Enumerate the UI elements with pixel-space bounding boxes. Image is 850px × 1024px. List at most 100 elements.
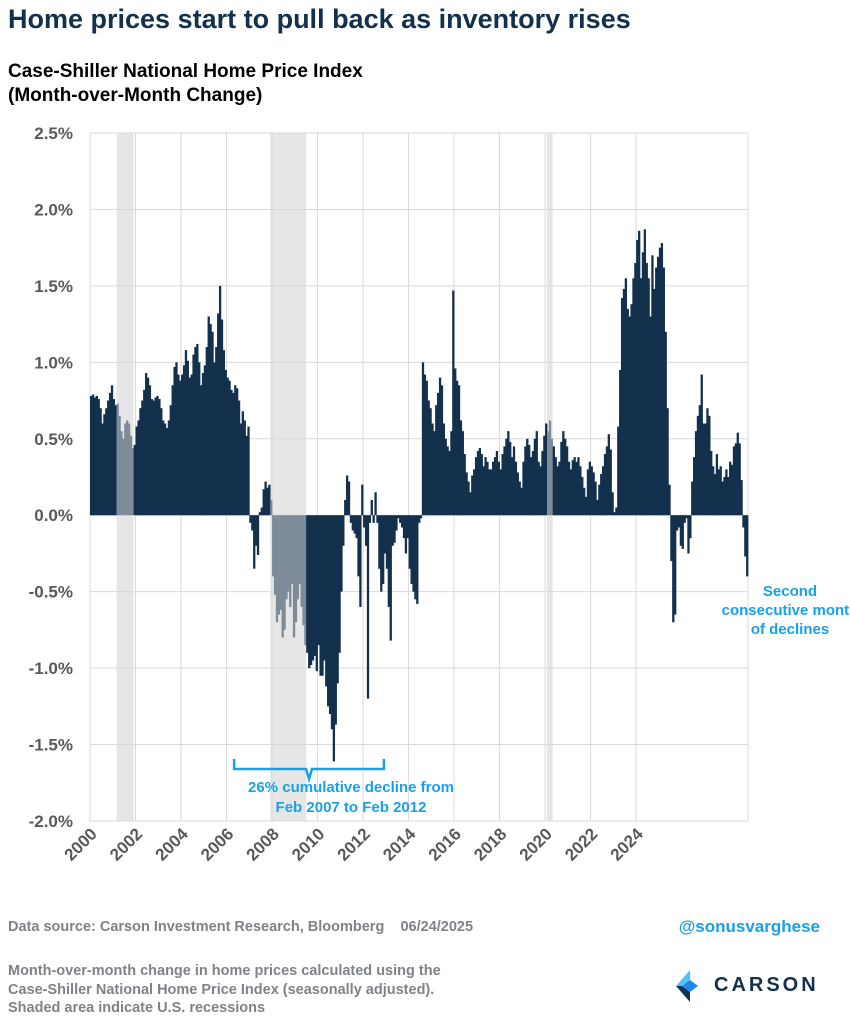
bar — [372, 515, 375, 523]
bar — [385, 515, 389, 569]
bar — [526, 438, 529, 516]
bar — [190, 374, 193, 516]
bar — [742, 515, 745, 528]
bar — [702, 423, 705, 516]
bar — [306, 515, 309, 653]
x-tick-label: 2008 — [243, 824, 283, 864]
bar — [588, 461, 592, 516]
bar — [565, 446, 569, 516]
bar — [99, 408, 102, 516]
bar — [171, 385, 174, 516]
bar — [446, 446, 449, 516]
bar — [186, 360, 190, 516]
bar — [723, 477, 726, 516]
bar — [674, 515, 677, 615]
bar — [507, 431, 510, 516]
bar — [382, 515, 385, 585]
bar — [209, 324, 212, 516]
bar — [569, 469, 573, 516]
bar — [679, 515, 683, 546]
bar — [632, 278, 635, 516]
bar — [236, 388, 239, 516]
bar — [738, 443, 741, 516]
carson-logo-mark — [676, 970, 698, 1002]
x-tick-label: 2006 — [197, 824, 237, 864]
second-decline-annotation-line: consecutive month — [722, 602, 850, 619]
bar — [345, 475, 349, 516]
bar — [433, 431, 436, 516]
x-tick-label: 2002 — [106, 824, 146, 864]
recession-shade — [270, 133, 307, 821]
bar — [575, 461, 578, 516]
bar — [740, 480, 743, 516]
y-tick-label: 2.5% — [34, 124, 73, 143]
bar — [97, 399, 100, 516]
bar — [601, 466, 605, 516]
bar — [429, 408, 432, 516]
bar — [691, 481, 694, 516]
bar — [194, 347, 197, 516]
bar — [645, 262, 648, 516]
data-source: Data source: Carson Investment Research,… — [8, 919, 473, 935]
bar — [400, 515, 404, 528]
bar — [376, 515, 379, 523]
bar — [454, 368, 457, 516]
bar — [107, 400, 110, 516]
x-tick-label: 2010 — [288, 824, 328, 864]
bar — [505, 438, 508, 516]
bar — [617, 426, 620, 516]
bar — [224, 369, 227, 516]
bar — [273, 515, 277, 595]
bar — [328, 515, 332, 714]
bar — [91, 394, 95, 516]
bar — [368, 515, 372, 523]
bar — [323, 515, 326, 661]
bar — [152, 400, 155, 516]
bar — [334, 515, 337, 725]
bar — [672, 515, 675, 623]
bar — [232, 392, 235, 516]
headline: Home prices start to pull back as invent… — [8, 4, 631, 34]
bar — [539, 466, 542, 516]
bar — [531, 451, 535, 516]
bar — [141, 400, 144, 516]
bar — [279, 515, 282, 611]
bar — [146, 377, 150, 516]
bar — [205, 347, 208, 516]
bar — [291, 515, 294, 585]
bar — [270, 499, 273, 516]
bar — [389, 515, 392, 641]
bar — [211, 331, 214, 516]
x-tick-label: 2022 — [561, 824, 601, 864]
bar — [681, 515, 684, 549]
bar — [154, 397, 157, 516]
bar — [469, 492, 472, 516]
bar — [179, 380, 182, 516]
bar — [408, 515, 411, 569]
bar — [613, 512, 616, 516]
bar — [289, 515, 292, 607]
bar — [124, 423, 127, 516]
bar — [213, 362, 216, 516]
bar — [546, 431, 550, 516]
bar — [715, 454, 719, 516]
bar — [175, 362, 178, 516]
bar — [687, 515, 690, 554]
methodology-note: Month-over-month change in home prices c… — [8, 962, 441, 1018]
bar — [510, 457, 514, 516]
bar — [395, 515, 398, 531]
bar — [336, 515, 339, 684]
bar — [619, 369, 622, 516]
bar — [298, 515, 301, 585]
bar — [693, 457, 696, 516]
x-tick-label: 2020 — [516, 824, 556, 864]
bar — [615, 507, 618, 516]
bar — [492, 461, 495, 516]
bar — [700, 374, 703, 516]
bar — [230, 389, 233, 516]
bar — [402, 515, 406, 539]
bar — [488, 469, 491, 516]
bar — [512, 446, 516, 516]
bar — [254, 515, 258, 546]
bar — [374, 492, 377, 516]
